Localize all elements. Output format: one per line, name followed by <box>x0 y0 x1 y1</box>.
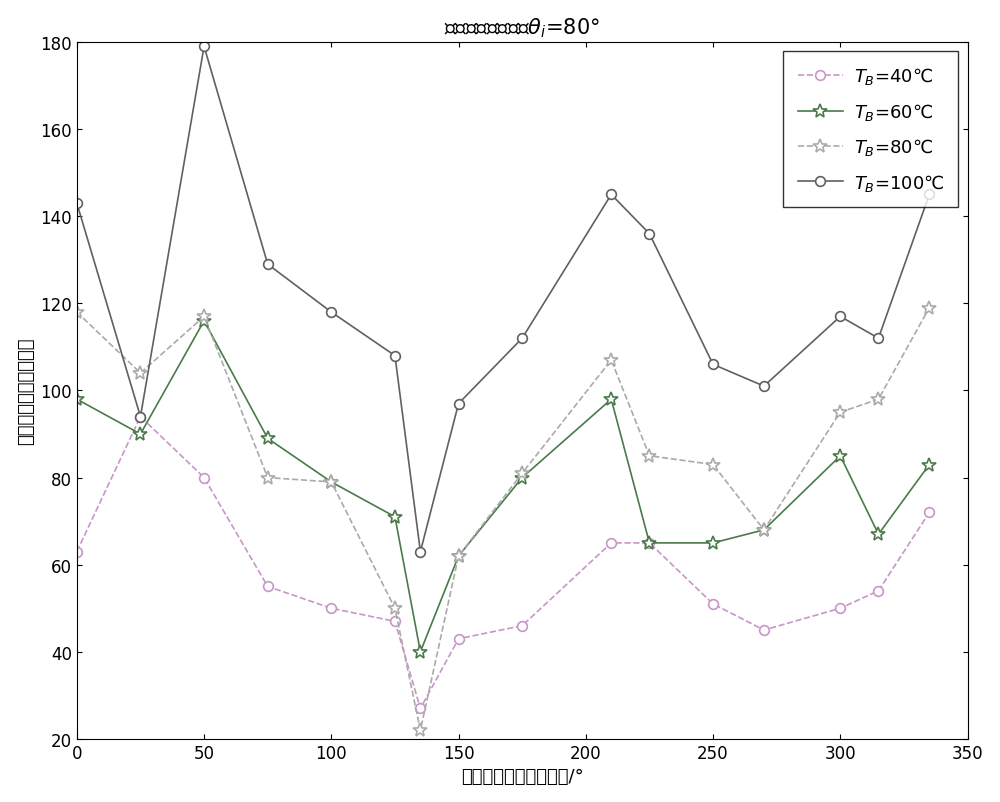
Legend: $T_B$=40℃, $T_B$=60℃, $T_B$=80℃, $T_B$=100℃: $T_B$=40℃, $T_B$=60℃, $T_B$=80℃, $T_B$=1… <box>783 52 958 208</box>
Y-axis label: 红外偏振相机的探测值: 红外偏振相机的探测值 <box>17 338 35 444</box>
Title: 铝反射镜的入射角$\theta_i$=80°: 铝反射镜的入射角$\theta_i$=80° <box>444 17 600 40</box>
X-axis label: 红外偏振相机的检偏角/°: 红外偏振相机的检偏角/° <box>461 768 584 785</box>
